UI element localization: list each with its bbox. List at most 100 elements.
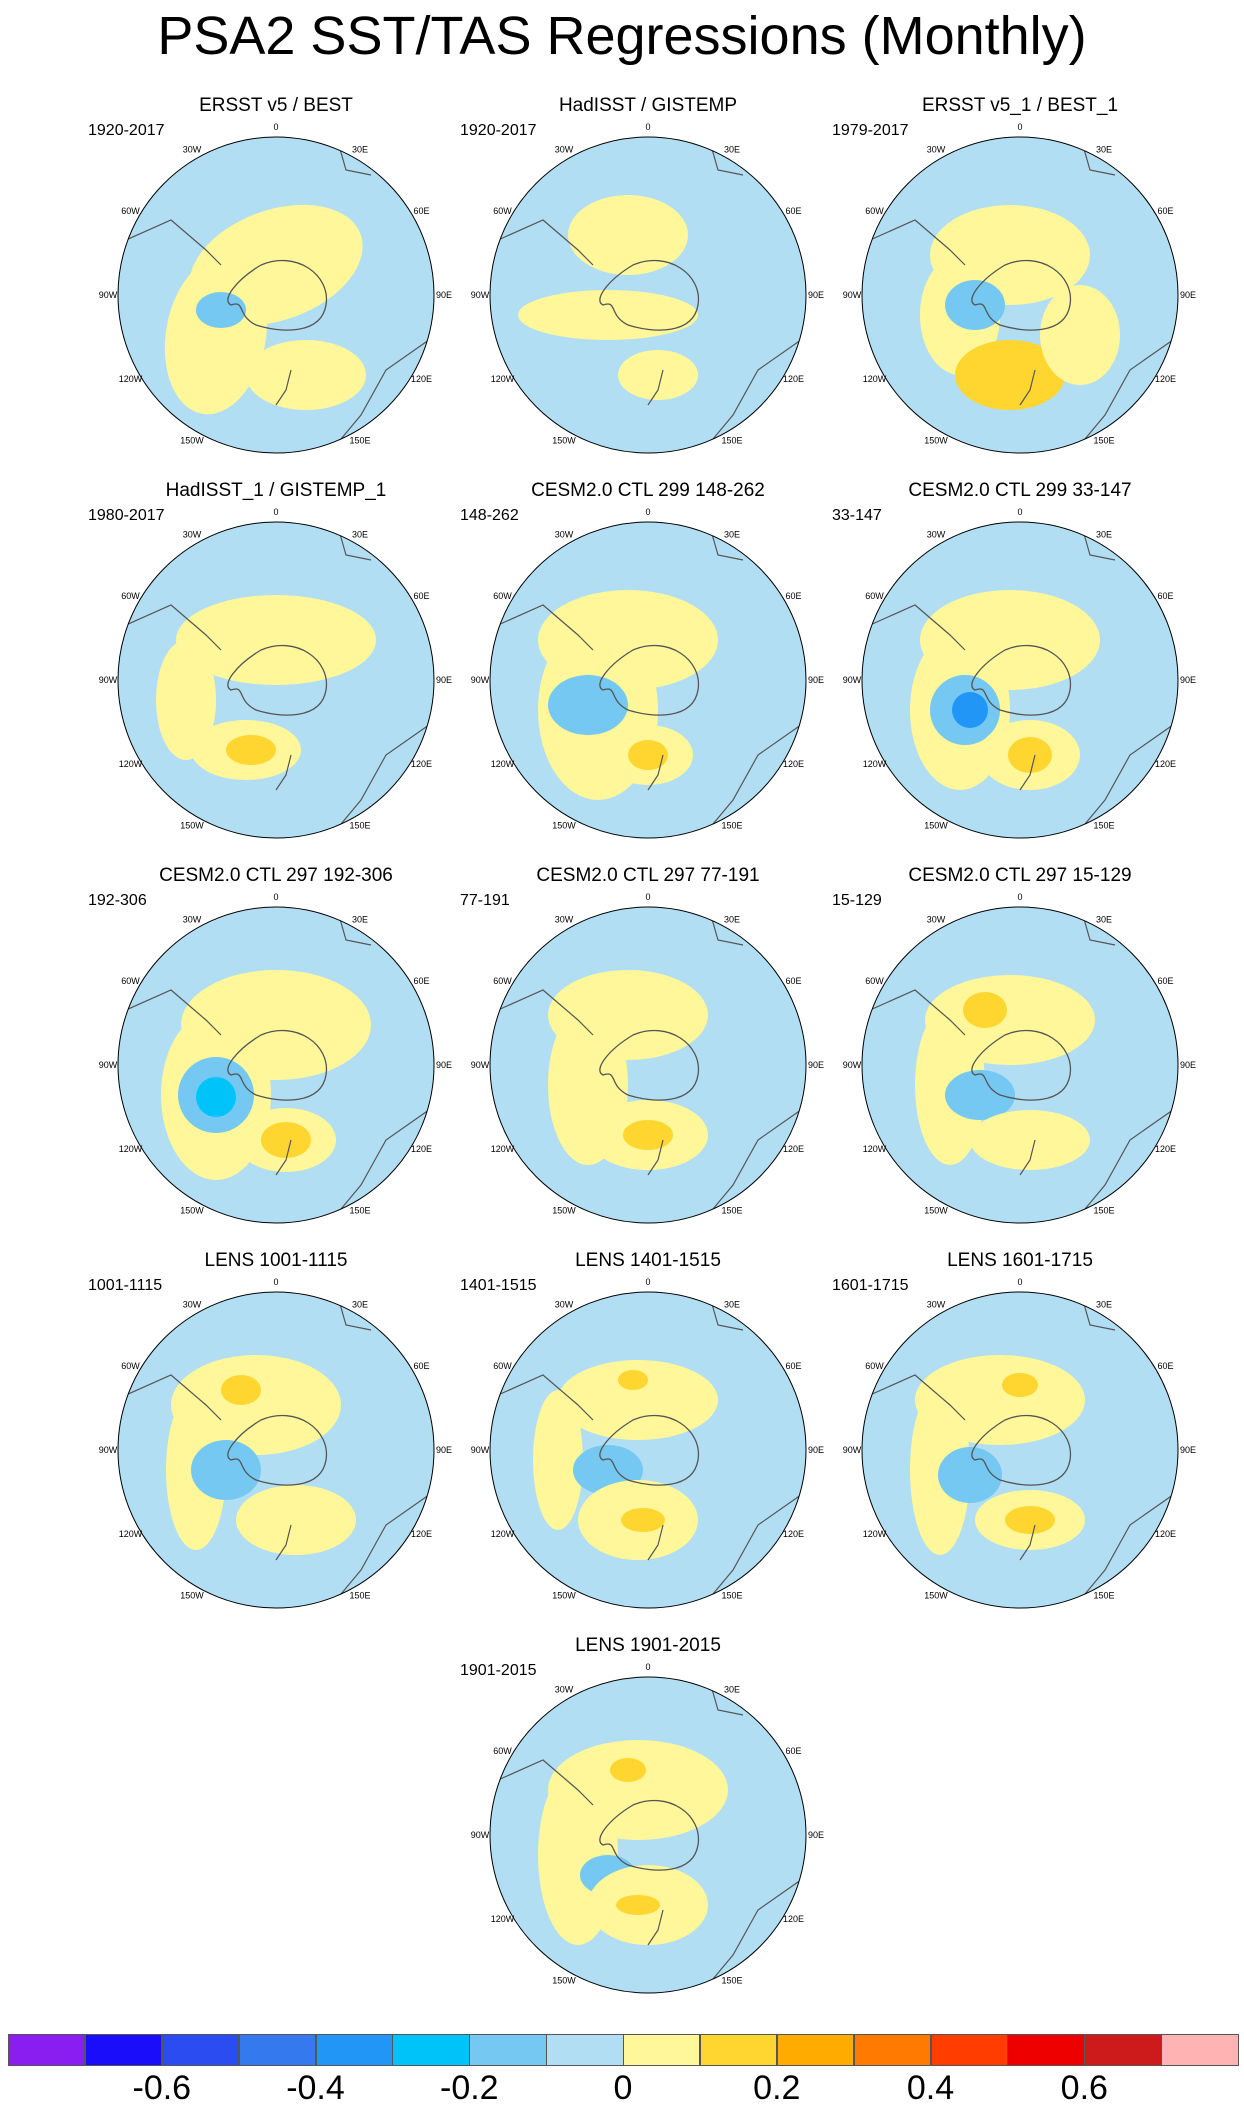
panel-period: 148-262 [460,507,519,524]
anomaly-region [236,1485,356,1555]
anomaly-region [261,1122,311,1158]
longitude-label: 30E [1096,1300,1112,1310]
longitude-label: 30E [352,915,368,925]
longitude-label: 120E [411,1529,432,1539]
antarctica-coastline [227,1414,328,1486]
longitude-label: 30W [183,145,202,155]
longitude-label: 120W [863,1529,887,1539]
panel-title: HadISST / GISTEMP [558,95,738,116]
panel-period: 1901-2015 [460,1662,537,1679]
australia-coastline [707,719,806,831]
longitude-label: 60W [493,1361,512,1371]
anomaly-region [164,255,268,415]
longitude-label: 60E [413,206,429,216]
longitude-label: 150W [180,1206,204,1216]
anomaly-region [558,1360,718,1440]
panel-period: 1920-2017 [88,122,165,139]
antarctica-coastline [971,1029,1072,1101]
colorbar-box [1161,2034,1239,2066]
longitude-label: 90W [471,1445,490,1455]
longitude-label: 150E [1093,436,1114,446]
longitude-label: 150W [552,1591,576,1601]
longitude-label: 120E [1155,374,1176,384]
colorbar-box [392,2034,470,2066]
longitude-label: 0 [645,1662,650,1672]
longitude-label: 60E [1157,591,1173,601]
longitude-label: 120W [491,374,515,384]
antarctica-coastline [599,1414,700,1486]
longitude-label: 30E [724,530,740,540]
colorbar-box [84,2034,163,2066]
colorbar-tick-label: -0.4 [286,2069,345,2107]
anomaly-region [226,735,276,765]
map-panel: LENS 1401-1515 1401-1515 0 30E 60E 90E 120E 150… [458,1250,838,1610]
longitude-label: 120E [783,1529,804,1539]
anomaly-region [628,740,668,770]
longitude-label: 30W [927,1300,946,1310]
anomaly-region [196,292,246,328]
longitude-label: 90E [436,1445,452,1455]
australia-coastline [1079,1104,1178,1216]
panel-period: 77-191 [460,892,510,909]
anomaly-region [1005,1506,1055,1534]
anomaly-region [196,1077,236,1117]
longitude-label: 150E [349,1591,370,1601]
map-border [489,136,807,454]
panel-period: 1980-2017 [88,507,165,524]
australia-coastline [335,1489,434,1601]
south-america-coastline [497,604,594,651]
colorbar-box [469,2034,547,2066]
longitude-label: 90W [471,1830,490,1840]
anomaly-region [955,340,1065,410]
longitude-label: 0 [273,892,278,902]
colorbar-box [699,2034,778,2066]
longitude-label: 0 [273,507,278,517]
panel-period: 1401-1515 [460,1277,537,1294]
longitude-label: 120E [783,374,804,384]
page-title: PSA2 SST/TAS Regressions (Monthly) [157,6,1087,66]
longitude-label: 30E [1096,530,1112,540]
longitude-label: 120E [783,1914,804,1924]
panel-title: LENS 1401-1515 [575,1250,721,1271]
map-border [489,521,807,839]
longitude-label: 60W [493,206,512,216]
anomaly-region [623,1120,673,1150]
panel-title: CESM2.0 CTL 299 148-262 [531,480,765,501]
panel-period: 1979-2017 [832,122,909,139]
map-panel: LENS 1901-2015 1901-2015 0 30E 60E 90E 120E 150… [458,1635,838,1995]
australia-coastline [1079,334,1178,446]
longitude-label: 90W [843,1060,862,1070]
longitude-label: 150E [721,1206,742,1216]
longitude-label: 120W [119,1144,143,1154]
australia-coastline [707,334,806,446]
anomaly-region [221,1375,261,1405]
longitude-label: 0 [645,1277,650,1287]
anomaly-region [1008,737,1052,773]
polar-map: 030E60E90E120E150E180150W120W90W60W30W [843,1277,1196,1609]
longitude-label: 60W [121,1361,140,1371]
longitude-label: 150W [552,1976,576,1986]
longitude-label: 30W [555,145,574,155]
longitude-label: 0 [645,892,650,902]
panel-title: LENS 1601-1715 [947,1250,1093,1271]
longitude-label: 150E [349,821,370,831]
longitude-label: 30W [555,1685,574,1695]
antarctica-coastline [971,644,1072,716]
antarctica-coastline [227,1029,328,1101]
longitude-label: 120E [411,759,432,769]
polar-map: 030E60E90E120E150E180150W120W90W60W30W [99,1277,452,1609]
new-zealand-coastline [1019,754,1036,791]
map-border [861,136,1179,454]
antarctica-coastline [227,259,328,331]
panel-title: CESM2.0 CTL 299 33-147 [908,480,1132,501]
longitude-label: 0 [273,122,278,132]
longitude-label: 90W [843,675,862,685]
longitude-label: 60E [1157,976,1173,986]
australia-coastline [707,1874,806,1986]
longitude-label: 0 [1017,507,1022,517]
australia-coastline [335,719,434,831]
longitude-label: 30E [352,1300,368,1310]
colorbar-tick-label: -0.2 [440,2069,499,2107]
new-zealand-coastline [1019,1139,1036,1176]
panel-title: CESM2.0 CTL 297 77-191 [536,865,760,886]
